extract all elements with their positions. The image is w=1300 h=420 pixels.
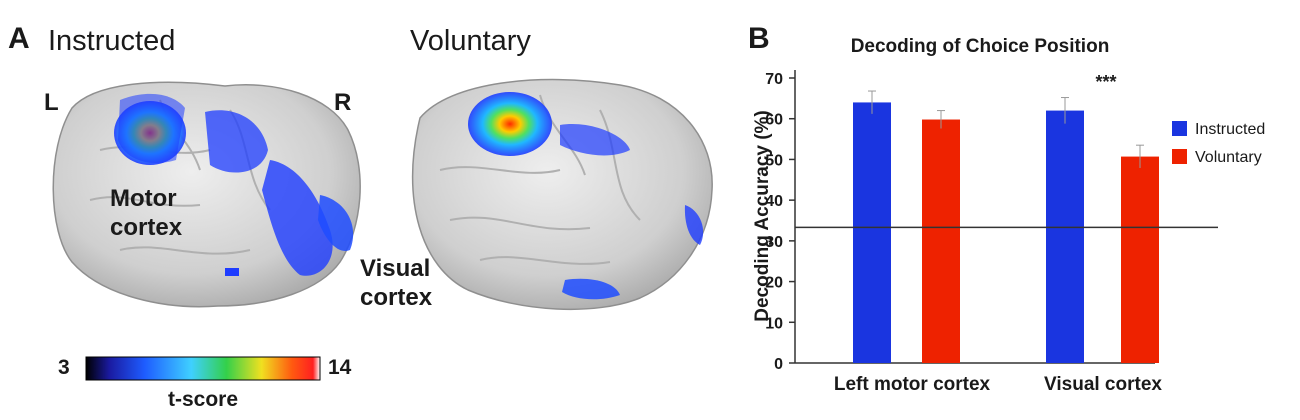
y-tick-label: 70 [765, 71, 783, 88]
motor-cortex-label-line1: Motor [110, 185, 177, 212]
y-tick-label: 30 [765, 234, 783, 251]
bars [853, 90, 1159, 364]
x-tick-label: Left motor cortex [834, 374, 991, 395]
legend-label-voluntary: Voluntary [1195, 149, 1262, 166]
x-tick-labels: Left motor cortex Visual cortex [834, 374, 1163, 395]
legend-label-instructed: Instructed [1195, 121, 1265, 138]
bar-voluntary-2 [1121, 156, 1159, 363]
y-tick-label: 10 [765, 315, 783, 332]
colorbar-label: t-score [168, 388, 239, 411]
title-instructed: Instructed [48, 25, 176, 57]
chart-axes [794, 70, 1155, 364]
panel-letter-b: B [748, 22, 770, 55]
panel-letter-a: A [8, 22, 30, 55]
y-tick-label: 20 [765, 275, 783, 292]
colorbar-max: 14 [328, 356, 352, 379]
title-voluntary: Voluntary [410, 25, 531, 57]
bar-voluntary-1 [922, 119, 960, 364]
y-tick-label: 50 [765, 152, 783, 169]
bar-instructed-2 [1046, 110, 1084, 363]
x-tick-label: Visual cortex [1044, 374, 1162, 395]
y-tick-label: 60 [765, 112, 783, 129]
brain-voluntary [411, 78, 713, 311]
colorbar-min: 3 [58, 356, 70, 379]
hemisphere-label-left: L [44, 89, 59, 116]
hemisphere-label-right: R [334, 89, 352, 116]
visual-cortex-label: Visual cortex [360, 254, 432, 312]
motor-cortex-label: Motor cortex [110, 184, 182, 242]
legend: Instructed Voluntary [1172, 121, 1265, 166]
y-ticks: 0 10 20 30 40 50 60 70 [765, 71, 795, 373]
significance-annotation: *** [1095, 72, 1116, 92]
colorbar [85, 356, 321, 381]
motor-cortex-label-line2: cortex [110, 214, 183, 241]
chart-title: Decoding of Choice Position [850, 36, 1110, 57]
y-axis-label: Decoding Accuracy (%) [752, 110, 773, 322]
legend-swatch-instructed [1172, 121, 1187, 136]
legend-swatch-voluntary [1172, 149, 1187, 164]
y-tick-label: 0 [774, 356, 783, 373]
visual-cortex-label-line2: cortex [360, 284, 433, 311]
visual-cortex-label-line1: Visual [360, 255, 431, 282]
y-tick-label: 40 [765, 193, 783, 210]
bar-instructed-1 [853, 102, 891, 363]
brain-instructed [52, 81, 361, 308]
